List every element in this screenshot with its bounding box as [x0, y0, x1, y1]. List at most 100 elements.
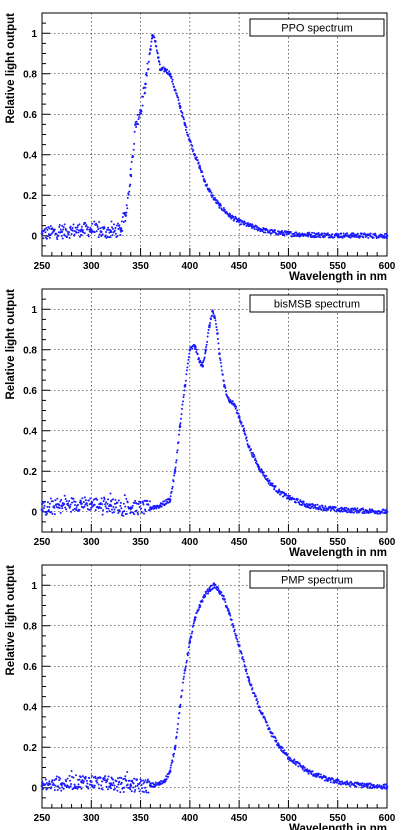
data-point	[150, 508, 153, 511]
data-point	[242, 658, 245, 661]
plot-frame	[41, 288, 388, 533]
data-point	[178, 712, 181, 715]
data-point	[381, 511, 384, 514]
data-point	[188, 349, 191, 352]
data-point	[69, 225, 72, 228]
data-point	[128, 190, 131, 193]
data-point	[245, 222, 248, 225]
data-point	[133, 777, 136, 780]
data-point	[241, 656, 244, 659]
data-point	[96, 225, 99, 228]
data-point	[181, 689, 184, 692]
data-point	[63, 494, 66, 497]
data-point	[60, 789, 63, 792]
chart-panel-3: 250 300 350 400 450 500 550 600 0 0.2 0.4 0.6 0.8 1 Wa…	[5, 564, 396, 830]
data-point	[254, 457, 257, 460]
data-point	[104, 503, 107, 506]
data-point	[154, 785, 157, 788]
x-tick-label: 250	[34, 261, 51, 272]
data-point	[295, 231, 298, 234]
data-point	[72, 223, 75, 226]
data-point	[185, 126, 188, 129]
data-point	[206, 588, 209, 591]
data-point	[256, 226, 259, 228]
data-point	[256, 702, 259, 705]
data-point	[237, 412, 240, 415]
data-point	[208, 188, 211, 191]
data-point	[114, 226, 117, 229]
data-point	[149, 45, 152, 48]
data-point	[225, 605, 228, 608]
data-point	[188, 640, 192, 644]
data-point	[251, 223, 254, 226]
data-point	[86, 504, 89, 507]
data-point	[314, 505, 317, 508]
data-point	[145, 71, 148, 74]
data-point	[214, 322, 217, 325]
data-point	[82, 231, 85, 234]
x-tick-label: 550	[329, 537, 346, 548]
data-point	[278, 488, 281, 491]
data-point	[255, 228, 258, 231]
data-point	[205, 345, 208, 348]
data-point	[259, 470, 262, 473]
data-point	[262, 226, 265, 229]
data-point	[60, 784, 63, 787]
data-point	[62, 228, 65, 231]
data-point	[212, 194, 215, 197]
data-point	[324, 776, 327, 779]
data-point	[88, 228, 91, 231]
data-point	[130, 511, 133, 514]
data-point	[251, 452, 254, 454]
data-point	[111, 778, 114, 781]
data-point	[212, 311, 215, 314]
data-point	[355, 235, 358, 238]
data-point	[86, 226, 89, 229]
data-point	[166, 68, 169, 71]
data-point	[77, 231, 80, 234]
data-point	[141, 104, 144, 107]
data-point	[316, 503, 319, 506]
data-point	[369, 785, 372, 788]
data-point	[270, 232, 273, 235]
data-point	[185, 659, 188, 662]
data-point	[242, 429, 245, 432]
data-point	[116, 777, 119, 780]
data-point	[63, 503, 66, 506]
data-point	[272, 485, 275, 488]
data-point	[162, 500, 165, 503]
data-point	[141, 787, 144, 790]
data-point	[329, 505, 332, 508]
data-point	[215, 326, 218, 329]
data-point	[240, 223, 243, 226]
data-point	[114, 232, 117, 235]
data-point	[234, 407, 237, 410]
data-point	[93, 503, 96, 506]
data-point	[346, 511, 349, 514]
data-point	[171, 78, 174, 81]
data-point	[216, 338, 219, 341]
data-point	[293, 498, 296, 501]
data-point	[121, 786, 124, 789]
data-point	[319, 236, 322, 239]
data-point	[204, 595, 207, 598]
data-point	[218, 357, 221, 360]
data-point	[182, 396, 185, 399]
data-point	[320, 508, 323, 511]
data-point	[75, 785, 78, 788]
data-point	[245, 670, 248, 673]
data-point	[41, 503, 43, 506]
data-point	[119, 230, 122, 233]
data-point	[136, 113, 139, 116]
data-point	[232, 215, 235, 218]
data-point	[117, 227, 120, 230]
data-point	[337, 233, 340, 236]
data-point	[45, 237, 48, 240]
data-point	[71, 775, 74, 778]
data-point	[144, 786, 147, 789]
x-axis-label: Wavelength in nm	[289, 271, 387, 283]
data-point	[386, 510, 388, 513]
data-point	[302, 500, 305, 503]
data-point	[82, 781, 85, 784]
data-point	[155, 45, 158, 48]
